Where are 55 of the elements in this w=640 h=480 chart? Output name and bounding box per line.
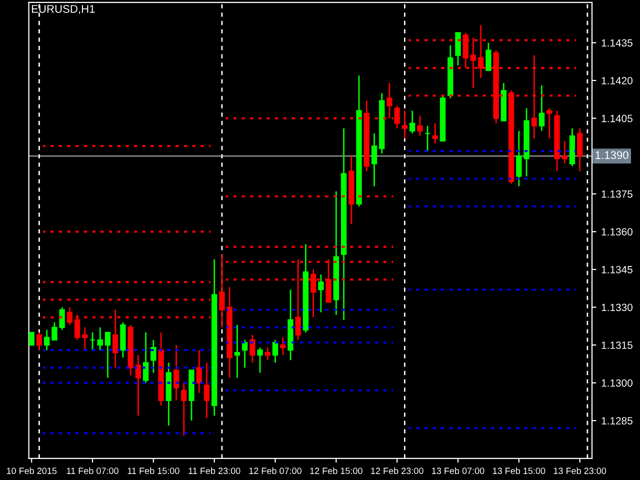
candlestick [181,382,187,436]
candlestick [44,329,50,351]
x-tick-label: 12 Feb 23:00 [371,467,424,474]
y-tick-label: 1.1360 [602,228,632,236]
candlestick [135,354,142,416]
candlestick [150,339,156,374]
candlestick [36,332,42,351]
candlestick [538,84,545,132]
candlestick [28,332,34,346]
candlestick [196,349,202,394]
x-tick-label: 13 Feb 07:00 [432,467,484,474]
candlestick [272,339,278,364]
x-tick-label: 12 Feb 07:00 [249,467,302,474]
candlestick [424,125,430,152]
y-tick-label: 1.1285 [602,417,632,424]
y-tick-label: 1.1345 [602,266,632,274]
candlestick [486,42,492,72]
candlestick [432,122,438,144]
candlestick [455,32,461,66]
candlestick [90,332,96,351]
candlestick [280,336,286,356]
candlestick [409,110,416,134]
x-tick-label: 13 Feb 23:00 [554,467,606,474]
candlestick [234,324,240,378]
y-tick-label: 1.1315 [602,342,632,349]
candlestick [142,332,149,384]
x-tick-label: 11 Feb 15:00 [128,467,180,474]
x-tick-label: 11 Feb 07:00 [66,467,118,474]
x-tick-label: 12 Feb 15:00 [310,467,362,474]
candlestick [417,115,423,137]
candlestick [104,332,111,378]
candlestick [576,128,583,172]
y-tick-label: 1.1405 [602,114,632,122]
y-tick-label: 1.1375 [602,190,632,198]
candlestick [264,346,270,361]
candlestick [371,132,378,188]
candlestick [402,110,408,140]
candlestick [257,346,263,374]
candlestick [546,108,552,140]
y-tick-label: 1.1435 [602,39,632,47]
x-tick-label: 11 Feb 23:00 [188,467,240,474]
chart-title: EURUSD,H1 [32,4,95,14]
y-tick-label: 1.1330 [602,304,632,312]
y-tick-label: 1.1420 [602,77,632,84]
candlestick [250,334,256,364]
x-tick-label: 13 Feb 15:00 [492,467,546,474]
candlestick [82,326,88,351]
candlestick [97,326,103,351]
candlestick [173,344,180,402]
candlestick [318,274,324,313]
candlestick [516,130,522,188]
candlestick [204,362,210,419]
ref-line-label: 1.1390 [596,151,628,160]
x-tick-label: 10 Feb 2015 [6,467,57,474]
y-tick-label: 1.1300 [602,379,632,387]
